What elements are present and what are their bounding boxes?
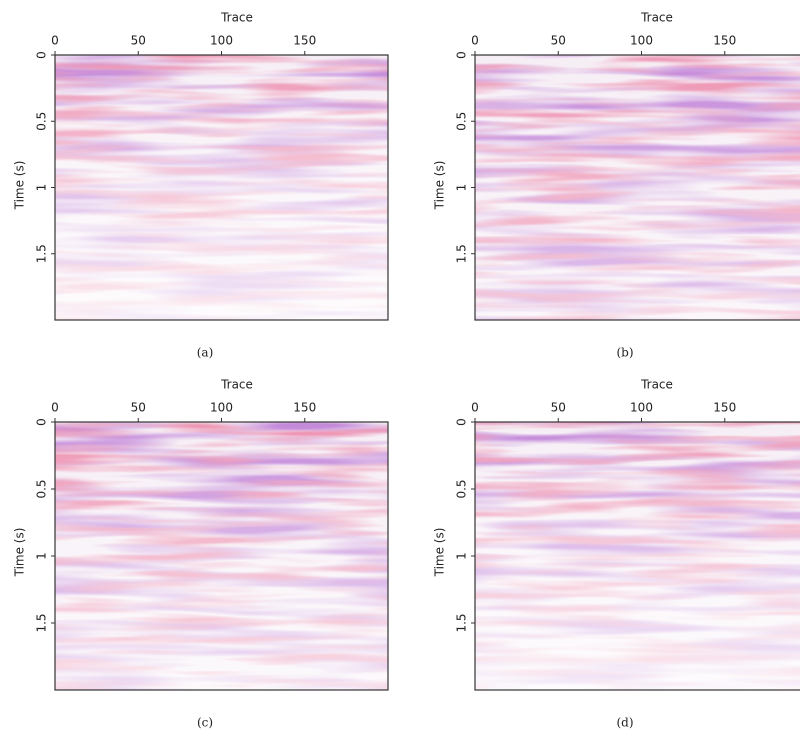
x-tick-label: 150 — [713, 401, 736, 415]
x-tick-label: 100 — [210, 34, 233, 48]
y-tick-label: 0.5 — [35, 112, 49, 131]
y-tick-label: 1.5 — [35, 244, 49, 263]
y-tick-label: 0.5 — [455, 479, 469, 498]
seismic-image — [55, 55, 388, 320]
seismic-image — [475, 55, 800, 320]
y-tick-label: 1 — [455, 184, 469, 192]
caption: (c) — [197, 716, 213, 730]
x-tick-label: 150 — [293, 34, 316, 48]
x-tick-label: 150 — [713, 34, 736, 48]
y-tick-label: 1.5 — [455, 613, 469, 632]
x-tick-label: 50 — [551, 401, 566, 415]
seismic-image — [475, 422, 800, 690]
x-tick-label: 100 — [630, 401, 653, 415]
x-tick-label: 50 — [551, 34, 566, 48]
y-axis-label: Time (s) — [433, 161, 447, 211]
y-tick-label: 1 — [35, 184, 49, 192]
y-axis-label: Time (s) — [433, 528, 447, 578]
panel: Trace 0 50 100 150 Time (s) 0 0.5 1 1.5 (d) — [433, 378, 800, 730]
y-tick-label: 0.5 — [455, 112, 469, 131]
y-tick-label: 0 — [35, 418, 49, 426]
x-tick-label: 50 — [131, 34, 146, 48]
caption: (d) — [616, 716, 633, 730]
y-axis-label: Time (s) — [13, 161, 27, 211]
y-tick-label: 0 — [35, 51, 49, 59]
y-tick-label: 0.5 — [35, 479, 49, 498]
x-tick-label: 0 — [51, 401, 59, 415]
panel: Trace 0 50 100 150 Time (s) 0 0.5 1 1.5 (a) — [13, 11, 389, 360]
x-tick-label: 0 — [51, 34, 59, 48]
caption: (a) — [197, 346, 214, 360]
x-tick-label: 0 — [471, 401, 479, 415]
y-tick-label: 1.5 — [35, 613, 49, 632]
y-tick-label: 0 — [455, 418, 469, 426]
x-tick-label: 50 — [131, 401, 146, 415]
caption: (b) — [616, 346, 633, 360]
y-tick-label: 1 — [35, 552, 49, 560]
y-tick-label: 1.5 — [455, 244, 469, 263]
x-tick-label: 0 — [471, 34, 479, 48]
x-tick-label: 150 — [293, 401, 316, 415]
seismic-image — [55, 422, 388, 690]
x-axis-label: Trace — [640, 378, 673, 392]
y-tick-label: 1 — [455, 552, 469, 560]
x-axis-label: Trace — [640, 11, 673, 25]
x-axis-label: Trace — [220, 11, 253, 25]
x-tick-label: 100 — [210, 401, 233, 415]
panel: Trace 0 50 100 150 Time (s) 0 0.5 1 1.5 (c) — [13, 378, 389, 730]
y-tick-label: 0 — [455, 51, 469, 59]
x-tick-label: 100 — [630, 34, 653, 48]
y-axis-label: Time (s) — [13, 528, 27, 578]
panel: Trace 0 50 100 150 Time (s) 0 0.5 1 1.5 (b) — [433, 11, 800, 360]
x-axis-label: Trace — [220, 378, 253, 392]
